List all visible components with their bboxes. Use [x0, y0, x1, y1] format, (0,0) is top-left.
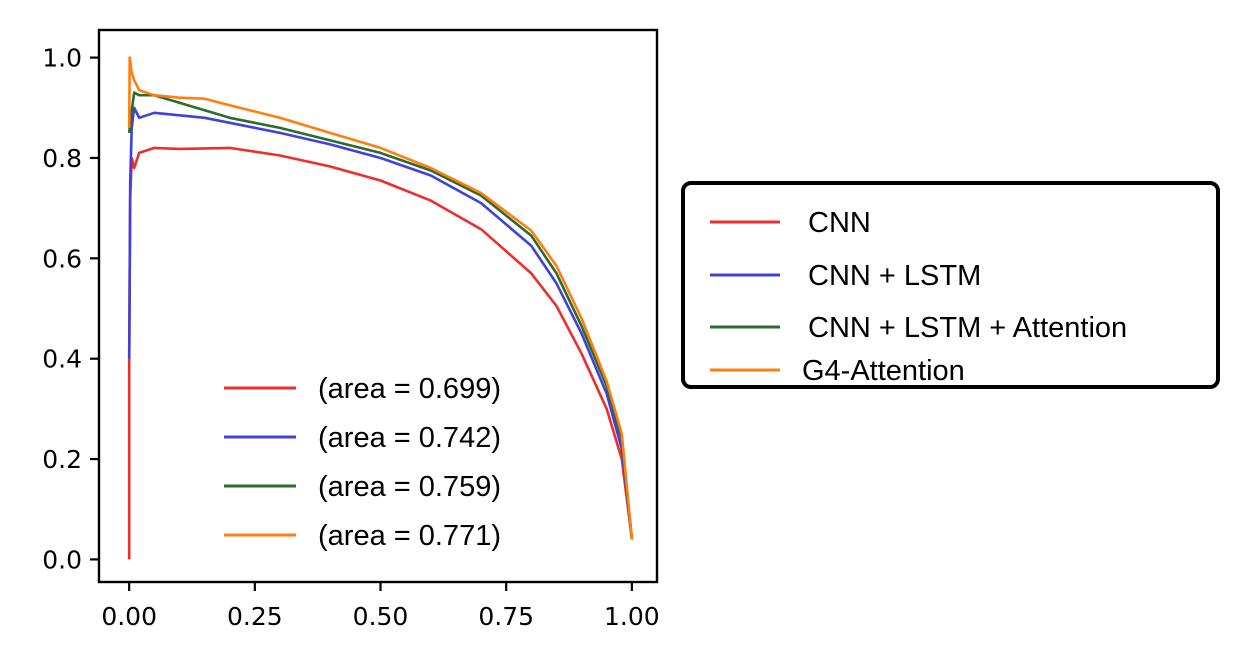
y-tick-label: 0.6	[42, 244, 82, 273]
model-legend-frame	[681, 181, 1220, 389]
area-legend-label: (area = 0.771)	[318, 520, 501, 552]
axes-layer: 0.00 0.25 0.50 0.75 1.00 0.0 0.2 0.4 0.6 0.8 1.0	[42, 44, 659, 631]
area-legend: (area = 0.699) (area = 0.742) (area = 0.75…	[224, 373, 501, 552]
series-line-3	[127, 56, 634, 540]
area-legend-label: (area = 0.759)	[318, 471, 501, 503]
series-line-2	[127, 91, 634, 540]
model-legend: CNN CNN + LSTM CNN + LSTM + Attention G4-At…	[681, 181, 1220, 389]
y-tick-label: 0.8	[42, 144, 82, 173]
model-legend-label: CNN + LSTM	[808, 260, 981, 292]
y-tick-label: 0.2	[42, 445, 82, 474]
area-legend-label: (area = 0.699)	[318, 373, 501, 405]
area-legend-label: (area = 0.742)	[318, 422, 501, 454]
x-tick-label: 1.00	[604, 602, 660, 631]
series-line-1	[127, 106, 634, 540]
model-legend-label: G4-Attention	[802, 355, 965, 387]
model-legend-label: CNN + LSTM + Attention	[808, 312, 1127, 344]
y-tick-label: 0.4	[42, 345, 82, 374]
series-layer	[127, 56, 634, 560]
model-legend-label: CNN	[808, 207, 871, 239]
x-tick-label: 0.50	[353, 602, 409, 631]
x-tick-label: 0.00	[101, 602, 157, 631]
y-tick-label: 1.0	[42, 44, 82, 73]
y-tick-label: 0.0	[42, 545, 82, 574]
x-tick-label: 0.75	[478, 602, 534, 631]
plot-frame	[97, 28, 659, 584]
x-tick-label: 0.25	[227, 602, 283, 631]
